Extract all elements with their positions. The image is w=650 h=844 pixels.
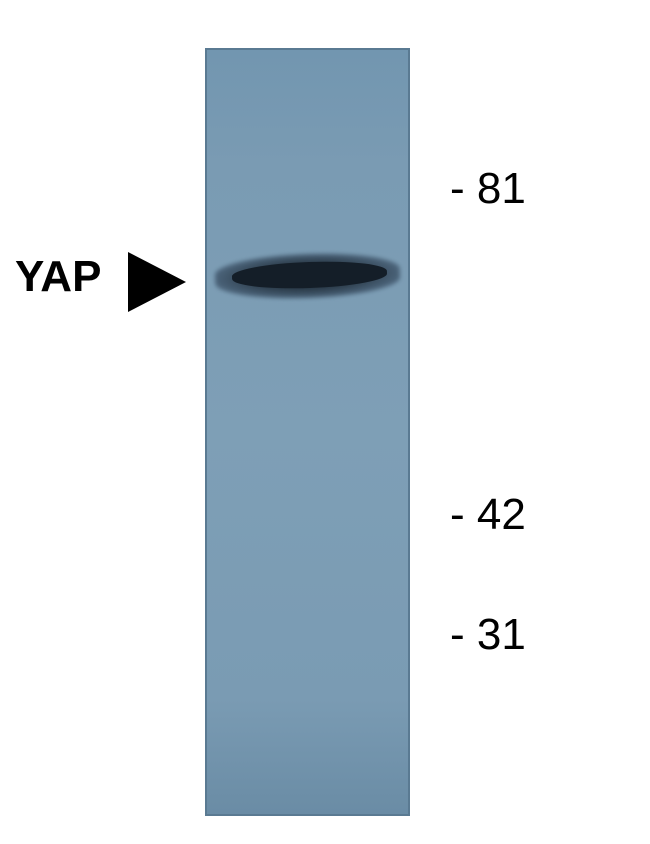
- arrowhead-icon: [128, 252, 186, 312]
- blot-lane: [205, 48, 410, 816]
- mw-marker-81: - 81: [450, 164, 526, 214]
- mw-marker-42: - 42: [450, 490, 526, 540]
- mw-marker-31: - 31: [450, 610, 526, 660]
- band-pointer-label: YAP: [15, 252, 101, 302]
